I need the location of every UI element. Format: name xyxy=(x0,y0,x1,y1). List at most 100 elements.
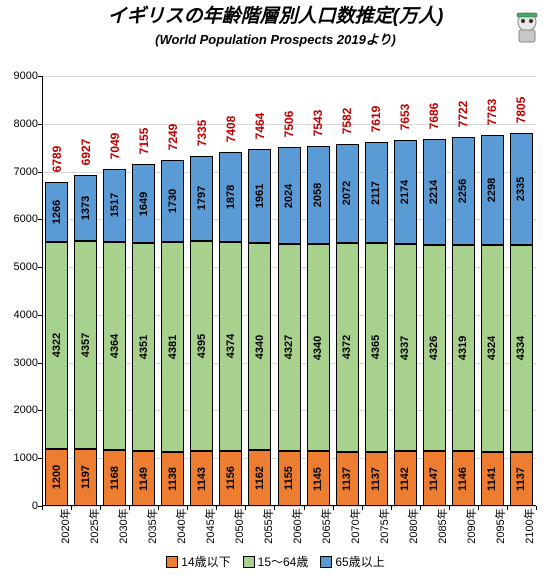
x-tick-mark xyxy=(100,506,101,510)
y-tick-label: 6000 xyxy=(14,213,38,225)
bar-value-label: 4326 xyxy=(428,336,440,360)
bar-value-label: 1149 xyxy=(138,467,150,491)
x-tick-mark xyxy=(391,506,392,510)
bar-value-label: 1730 xyxy=(167,189,179,213)
bar-value-label: 4365 xyxy=(370,335,382,359)
y-tick-label: 5000 xyxy=(14,261,38,273)
chart-subtitle: (World Population Prospects 2019より) xyxy=(0,29,551,48)
bar-total-label: 6927 xyxy=(79,139,93,166)
bar-value-label: 1143 xyxy=(196,467,208,491)
x-tick-mark xyxy=(187,506,188,510)
legend: 14歳以下 15～64歳 65歳以上 xyxy=(0,553,551,570)
y-tick-mark xyxy=(38,410,42,411)
bar-value-label: 1517 xyxy=(109,193,121,217)
y-tick-mark xyxy=(38,458,42,459)
x-tick-mark xyxy=(478,506,479,510)
y-tick-mark xyxy=(38,76,42,77)
bar-value-label: 1138 xyxy=(167,467,179,491)
bar-value-label: 2256 xyxy=(457,179,469,203)
bar-total-label: 7249 xyxy=(166,123,180,150)
bar-total-label: 7464 xyxy=(253,113,267,140)
bar-total-label: 7049 xyxy=(108,133,122,160)
y-tick-label: 1000 xyxy=(14,452,38,464)
bar-value-label: 1200 xyxy=(51,465,63,489)
bar-value-label: 2335 xyxy=(515,177,527,201)
bar-total-label: 7408 xyxy=(224,116,238,143)
legend-item: 15～64歳 xyxy=(243,553,309,570)
y-tick-label: 3000 xyxy=(14,357,38,369)
x-tick-mark xyxy=(362,506,363,510)
bar-value-label: 1266 xyxy=(51,200,63,224)
legend-label: 65歳以上 xyxy=(335,555,384,569)
bar-value-label: 1197 xyxy=(80,465,92,489)
x-tick-mark xyxy=(71,506,72,510)
bar-value-label: 1145 xyxy=(312,467,324,491)
bar-value-label: 4372 xyxy=(341,335,353,359)
y-tick-mark xyxy=(38,315,42,316)
x-tick-mark xyxy=(536,506,537,510)
legend-swatch xyxy=(243,556,255,568)
x-tick-mark xyxy=(304,506,305,510)
bar-value-label: 1961 xyxy=(254,184,266,208)
y-tick-label: 2000 xyxy=(14,404,38,416)
bar-value-label: 4340 xyxy=(312,335,324,359)
gridline xyxy=(42,506,536,507)
x-tick-mark xyxy=(507,506,508,510)
bar-value-label: 4327 xyxy=(283,335,295,359)
bar-value-label: 4364 xyxy=(109,334,121,358)
x-tick-mark xyxy=(158,506,159,510)
bar-total-label: 7805 xyxy=(514,97,528,124)
x-tick-label: 2055年 xyxy=(260,508,276,543)
bar-value-label: 1162 xyxy=(254,466,266,490)
x-tick-mark xyxy=(245,506,246,510)
bar-value-label: 1141 xyxy=(486,467,498,491)
legend-item: 65歳以上 xyxy=(320,553,384,570)
bar-total-label: 7722 xyxy=(456,101,470,128)
bar-value-label: 4319 xyxy=(457,336,469,360)
x-tick-label: 2025年 xyxy=(86,508,102,543)
bar-value-label: 1373 xyxy=(80,196,92,220)
bar-total-label: 7619 xyxy=(369,106,383,133)
x-tick-label: 2060年 xyxy=(289,508,305,543)
x-tick-label: 2090年 xyxy=(463,508,479,543)
bar-value-label: 1142 xyxy=(399,467,411,491)
bar-value-label: 1137 xyxy=(341,467,353,491)
y-tick-mark xyxy=(38,172,42,173)
legend-swatch xyxy=(166,556,178,568)
legend-item: 14歳以下 xyxy=(166,553,230,570)
y-tick-label: 7000 xyxy=(14,166,38,178)
bar-value-label: 4357 xyxy=(80,332,92,356)
bar-value-label: 4340 xyxy=(254,335,266,359)
bar-value-label: 4337 xyxy=(399,336,411,360)
bars-container: 1200432212666789119743571373692711684364… xyxy=(42,76,536,506)
bar-total-label: 6789 xyxy=(50,145,64,172)
bar-value-label: 2214 xyxy=(428,179,440,203)
bar-value-label: 2117 xyxy=(370,181,382,205)
legend-label: 15～64歳 xyxy=(258,555,309,569)
bar-value-label: 4334 xyxy=(515,336,527,360)
legend-swatch xyxy=(320,556,332,568)
x-tick-mark xyxy=(129,506,130,510)
y-tick-mark xyxy=(38,363,42,364)
x-tick-label: 2040年 xyxy=(173,508,189,543)
x-tick-label: 2020年 xyxy=(57,508,73,543)
bar-value-label: 1137 xyxy=(370,467,382,491)
bar-total-label: 7155 xyxy=(137,128,151,155)
bar-value-label: 2174 xyxy=(399,180,411,204)
x-tick-mark xyxy=(42,506,43,510)
y-tick-label: 4000 xyxy=(14,309,38,321)
y-tick-mark xyxy=(38,219,42,220)
bar-value-label: 1137 xyxy=(515,467,527,491)
x-tick-label: 2085年 xyxy=(434,508,450,543)
y-tick-mark xyxy=(38,124,42,125)
bar-total-label: 7653 xyxy=(398,104,412,131)
bar-value-label: 2072 xyxy=(341,181,353,205)
bar-value-label: 1147 xyxy=(428,467,440,491)
x-tick-mark xyxy=(420,506,421,510)
x-tick-label: 2030年 xyxy=(115,508,131,543)
y-tick-mark xyxy=(38,267,42,268)
x-tick-label: 2045年 xyxy=(202,508,218,543)
bar-value-label: 4381 xyxy=(167,335,179,359)
x-tick-label: 2050年 xyxy=(231,508,247,543)
bar-value-label: 1156 xyxy=(225,466,237,490)
